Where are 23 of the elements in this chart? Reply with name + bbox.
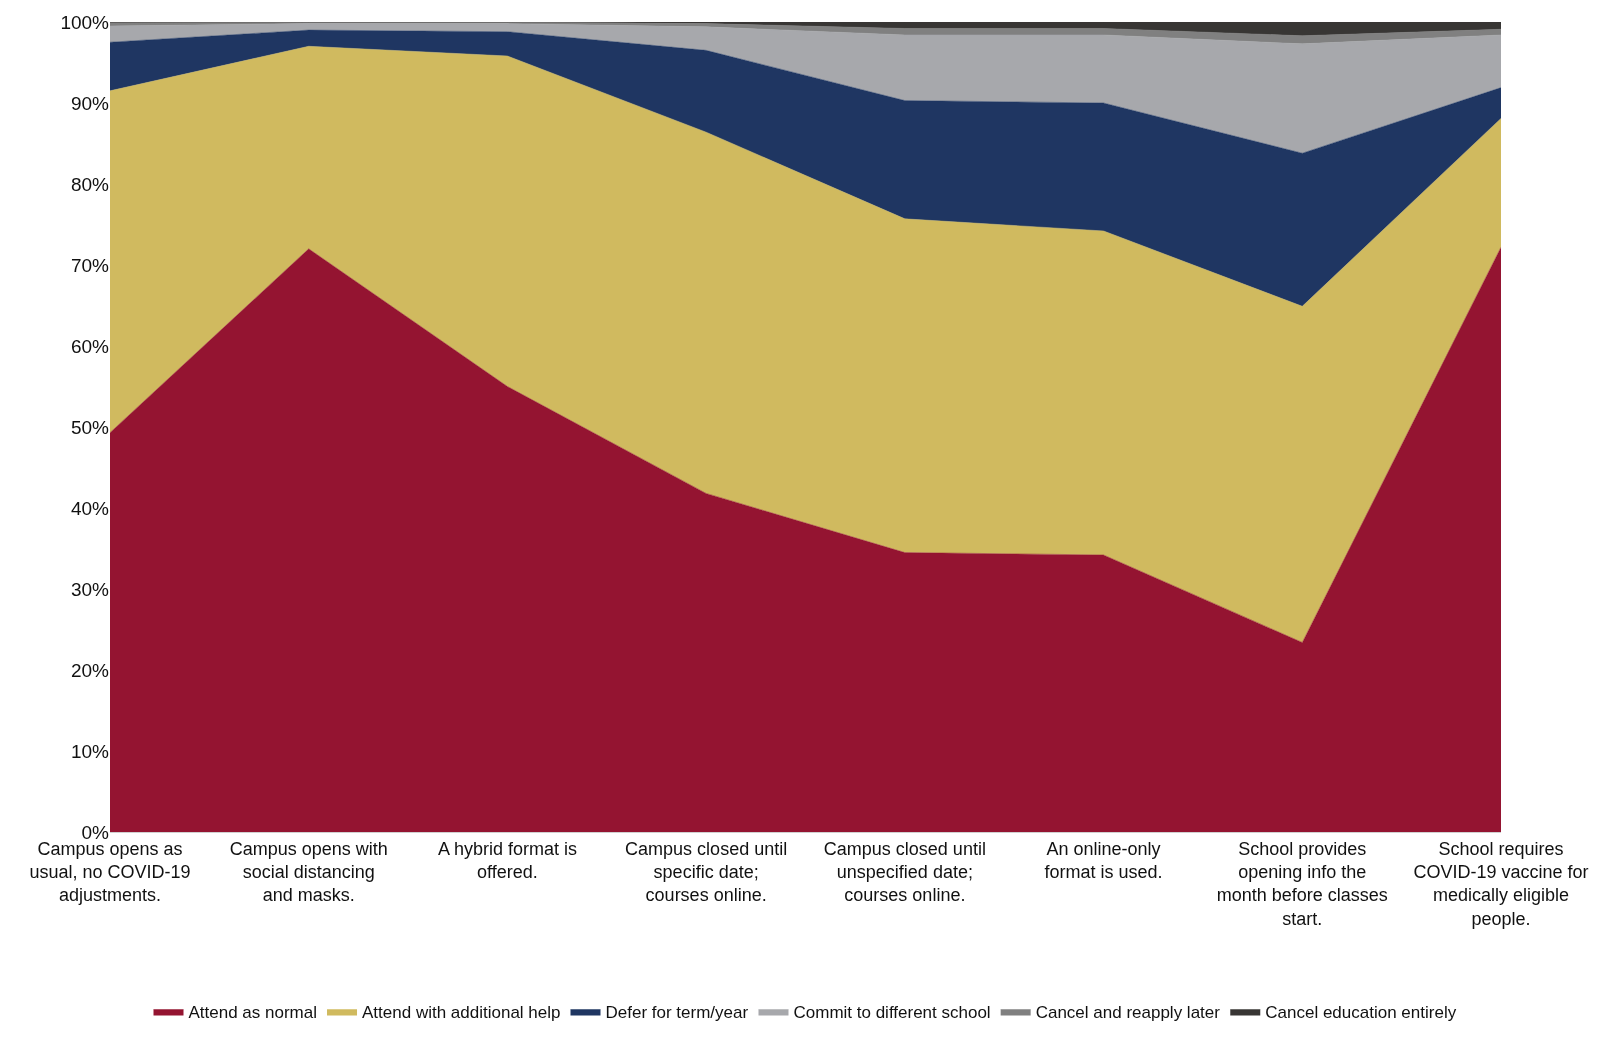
x-tick-label: School provides opening info the month before classes start. (1216, 838, 1388, 929)
x-tick-label: An online-only format is used. (1044, 838, 1163, 882)
x-tick-label: School requires COVID-19 vaccine for medically eligible people. (1413, 838, 1589, 929)
x-tick-label: Campus closed until specific date; courses online. (625, 838, 788, 906)
legend-label: Attend as normal (188, 1003, 318, 1023)
y-tick-label: 10% (70, 740, 110, 762)
y-tick-label: 40% (70, 497, 110, 519)
y-tick-label: 20% (70, 659, 110, 681)
y-tick-label: 30% (70, 578, 110, 600)
legend-label: Commit to different school (793, 1003, 991, 1023)
y-tick-label: 60% (70, 335, 110, 357)
x-tick-label: Campus opens with social distancing and masks. (229, 838, 388, 906)
legend-label: Cancel and reapply later (1035, 1003, 1221, 1023)
x-tick-label: A hybrid format is offered. (437, 838, 577, 882)
x-tick-label: Campus closed until unspecified date; courses online. (823, 838, 986, 906)
y-tick-label: 90% (70, 92, 110, 114)
y-tick-label: 50% (70, 416, 110, 438)
legend-label: Attend with additional help (362, 1003, 561, 1023)
legend-label: Cancel education entirely (1265, 1003, 1457, 1023)
y-tick-label: 80% (70, 173, 110, 195)
y-tick-label: 70% (70, 254, 110, 276)
legend-label: Defer for term/year (605, 1003, 749, 1023)
y-tick-label: 100% (60, 11, 110, 33)
